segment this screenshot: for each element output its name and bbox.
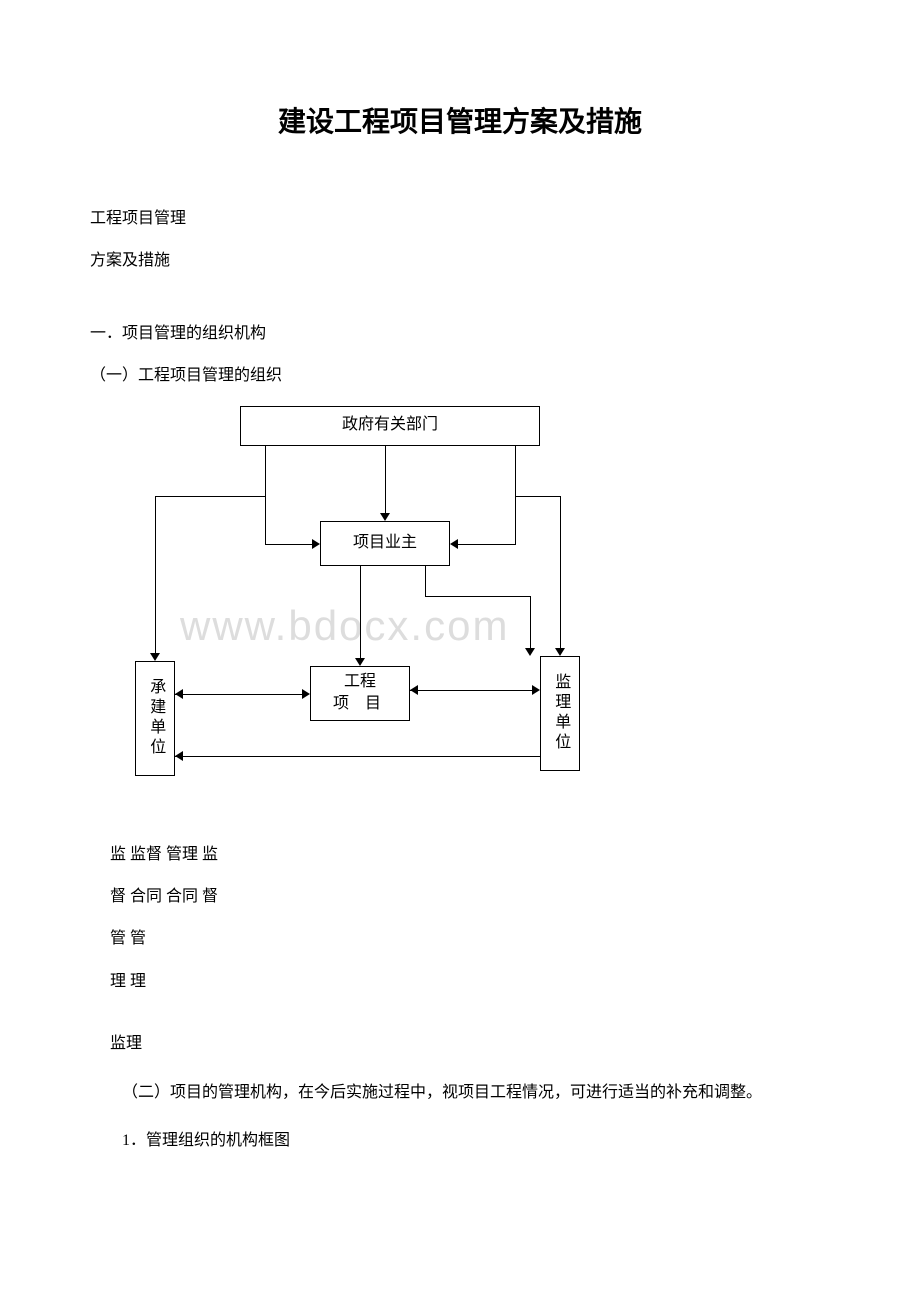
edge — [530, 596, 531, 648]
node-owner-label: 项目业主 — [353, 532, 417, 554]
arrow-icon — [355, 658, 365, 666]
node-supervisor-label: 监理单位 — [549, 673, 571, 753]
arrow-icon — [450, 539, 458, 549]
arrow-icon — [175, 689, 183, 699]
section-1-sub-1: （一）工程项目管理的组织 — [90, 357, 830, 395]
arrow-icon — [410, 685, 418, 695]
edge — [560, 496, 561, 648]
intro-line-2: 方案及措施 — [90, 242, 830, 280]
node-contractor-label: 承建单位 — [144, 678, 166, 758]
edge — [360, 566, 361, 658]
org-flowchart: 政府有关部门 项目业主 承建单位 工程 项 目 监理单位 — [120, 406, 620, 806]
arrow-icon — [150, 653, 160, 661]
node-owner: 项目业主 — [320, 521, 450, 566]
edge — [410, 690, 532, 691]
edge — [515, 496, 516, 544]
text-block-line2: 督 合同 合同 督 — [110, 878, 830, 916]
arrow-icon — [175, 751, 183, 761]
text-block-line3: 管 管 — [110, 920, 830, 958]
node-contractor: 承建单位 — [135, 661, 175, 776]
page-title: 建设工程项目管理方案及措施 — [90, 100, 830, 140]
node-government-label: 政府有关部门 — [342, 414, 438, 436]
section-1-heading: 一．项目管理的组织机构 — [90, 315, 830, 353]
arrow-icon — [312, 539, 320, 549]
section-1-item-1: 1．管理组织的机构框图 — [90, 1122, 830, 1160]
text-jl: 监理 — [110, 1025, 830, 1063]
node-project-label-2: 项 目 — [333, 693, 387, 715]
edge — [458, 544, 516, 545]
arrow-icon — [555, 648, 565, 656]
node-government: 政府有关部门 — [240, 406, 540, 446]
edge — [175, 694, 302, 695]
edge — [515, 446, 516, 496]
node-supervisor: 监理单位 — [540, 656, 580, 771]
arrow-icon — [380, 513, 390, 521]
document-content: 建设工程项目管理方案及措施 工程项目管理 方案及措施 一．项目管理的组织机构 （… — [90, 100, 830, 1160]
edge — [515, 496, 560, 497]
arrow-icon — [525, 648, 535, 656]
section-1-sub-2: （二）项目的管理机构，在今后实施过程中，视项目工程情况，可进行适当的补充和调整。 — [90, 1078, 830, 1108]
text-block-line1: 监 监督 管理 监 — [110, 836, 830, 874]
text-block-line4: 理 理 — [110, 963, 830, 1001]
edge — [175, 756, 540, 757]
edge — [425, 596, 530, 597]
edge — [385, 446, 386, 513]
arrow-icon — [532, 685, 540, 695]
arrow-icon — [302, 689, 310, 699]
edge — [265, 496, 266, 544]
node-project: 工程 项 目 — [310, 666, 410, 721]
edge — [265, 446, 266, 496]
node-project-label-1: 工程 — [344, 671, 376, 693]
edge — [425, 566, 426, 596]
edge — [265, 544, 312, 545]
intro-line-1: 工程项目管理 — [90, 200, 830, 238]
edge — [155, 496, 156, 653]
edge — [155, 496, 266, 497]
